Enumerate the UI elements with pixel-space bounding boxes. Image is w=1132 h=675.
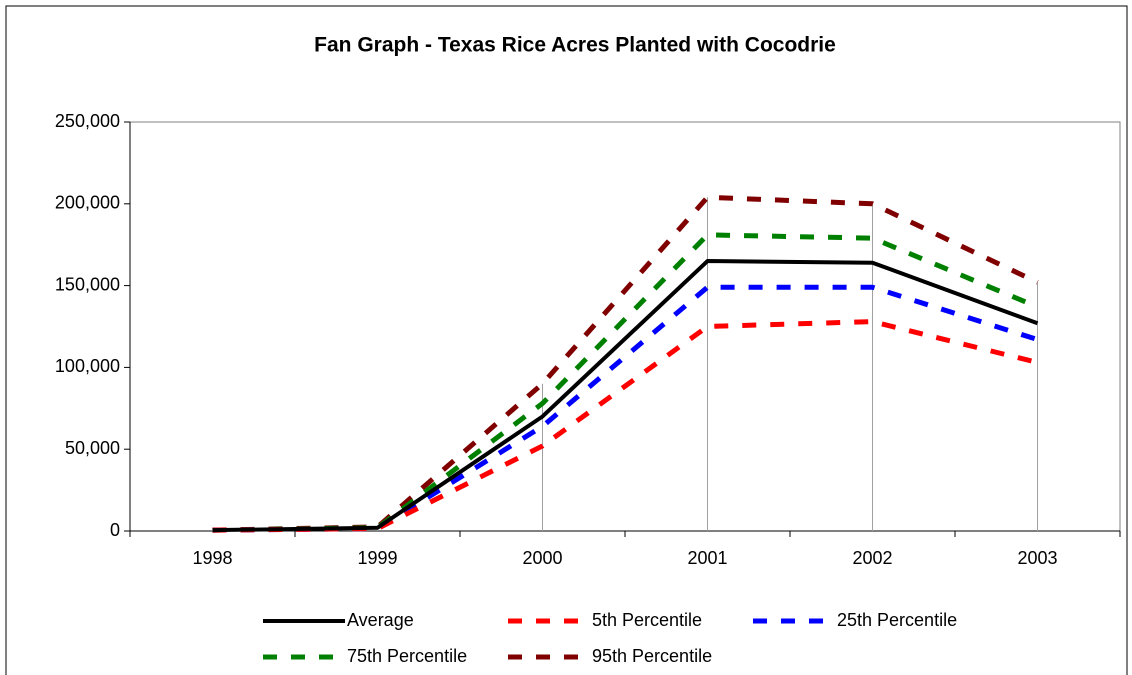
chart-frame xyxy=(5,5,1128,675)
series-line xyxy=(212,259,1039,533)
x-tick-label: 1998 xyxy=(192,548,232,568)
x-tick-label: 2002 xyxy=(852,548,892,568)
legend-label: 95th Percentile xyxy=(592,646,712,666)
legend-label: Average xyxy=(347,610,414,630)
y-tick-label: 200,000 xyxy=(55,193,120,213)
legend-label: 75th Percentile xyxy=(347,646,467,666)
y-tick-label: 50,000 xyxy=(65,438,120,458)
series-line xyxy=(212,232,1039,533)
x-tick-label: 1999 xyxy=(357,548,397,568)
chart-title: Fan Graph - Texas Rice Acres Planted wit… xyxy=(314,34,836,57)
plot-area xyxy=(129,121,1121,532)
y-tick-label: 0 xyxy=(110,520,120,540)
series-line xyxy=(212,284,1039,533)
x-tick-label: 2000 xyxy=(522,548,562,568)
series-line xyxy=(212,194,1039,533)
y-tick-label: 150,000 xyxy=(55,274,120,294)
y-tick-label: 100,000 xyxy=(55,356,120,376)
series-line xyxy=(212,319,1039,533)
legend-label: 25th Percentile xyxy=(837,610,957,630)
legend-label: 5th Percentile xyxy=(592,610,702,630)
y-tick-label: 250,000 xyxy=(55,111,120,131)
x-tick-label: 2001 xyxy=(687,548,727,568)
x-tick-label: 2003 xyxy=(1017,548,1057,568)
